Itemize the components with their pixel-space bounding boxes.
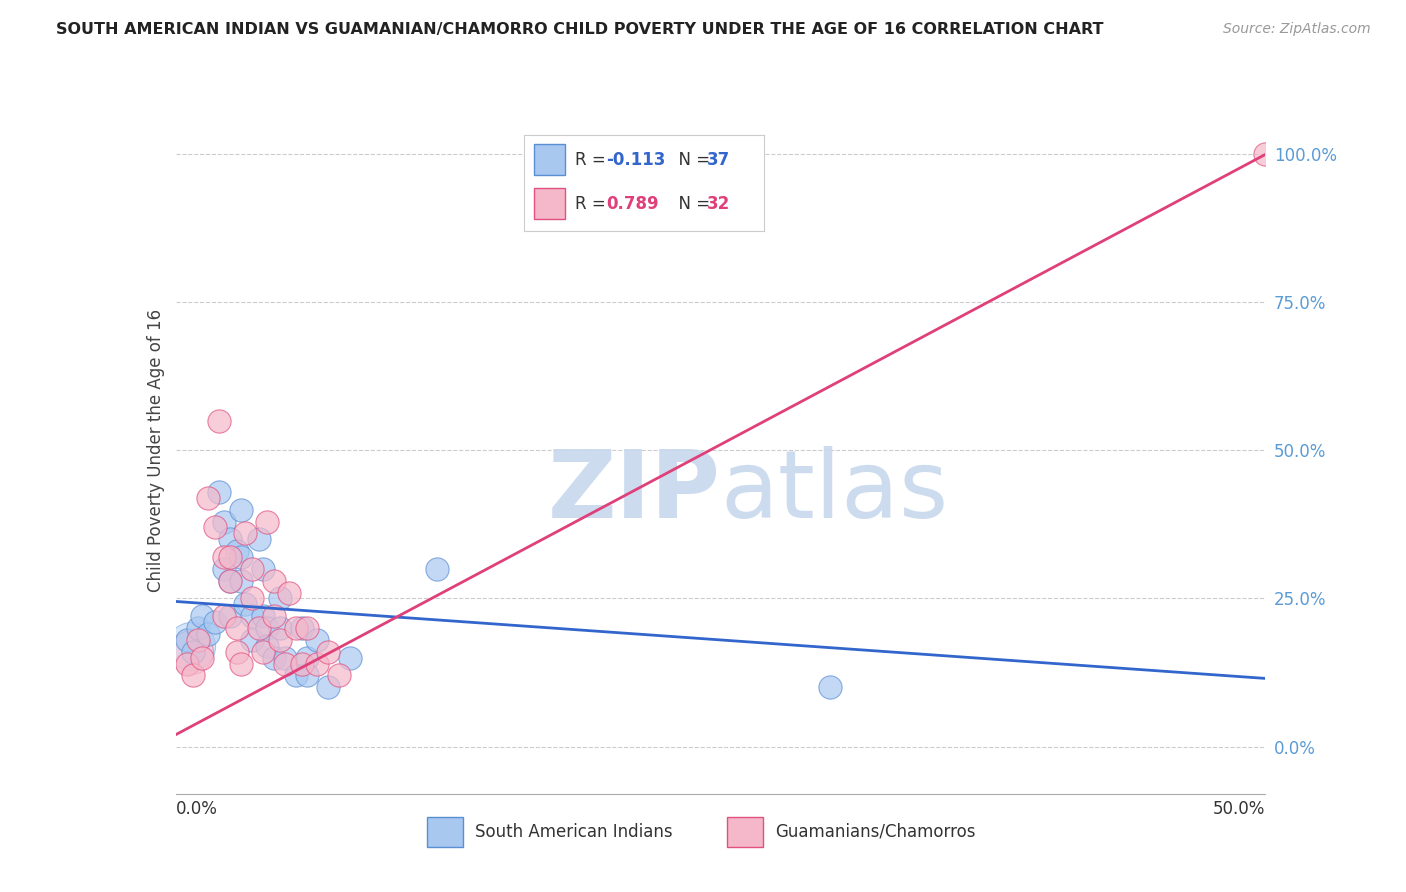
Text: Guamanians/Chamorros: Guamanians/Chamorros xyxy=(775,822,976,841)
Text: 50.0%: 50.0% xyxy=(1213,800,1265,818)
Text: Source: ZipAtlas.com: Source: ZipAtlas.com xyxy=(1223,22,1371,37)
Point xyxy=(212,609,235,624)
Point xyxy=(186,621,209,635)
Point xyxy=(252,562,274,576)
Text: SOUTH AMERICAN INDIAN VS GUAMANIAN/CHAMORRO CHILD POVERTY UNDER THE AGE OF 16 CO: SOUTH AMERICAN INDIAN VS GUAMANIAN/CHAMO… xyxy=(56,22,1104,37)
Point xyxy=(231,502,253,516)
Point xyxy=(176,632,198,647)
Point xyxy=(180,645,202,659)
Point xyxy=(197,627,219,641)
Point xyxy=(219,609,242,624)
Point xyxy=(256,621,278,635)
Point xyxy=(240,632,263,647)
Point xyxy=(426,562,449,576)
Point xyxy=(269,632,291,647)
Y-axis label: Child Poverty Under the Age of 16: Child Poverty Under the Age of 16 xyxy=(146,309,165,592)
Point xyxy=(263,574,285,588)
Text: N =: N = xyxy=(668,151,716,169)
Text: ZIP: ZIP xyxy=(548,446,721,538)
Point xyxy=(318,645,340,659)
Text: 0.0%: 0.0% xyxy=(176,800,218,818)
Point xyxy=(235,598,257,612)
Point xyxy=(225,544,247,558)
Point xyxy=(274,657,297,671)
Point xyxy=(219,549,242,564)
Point xyxy=(278,585,301,599)
Point xyxy=(240,609,263,624)
Point xyxy=(180,639,202,653)
FancyBboxPatch shape xyxy=(534,188,565,219)
Text: South American Indians: South American Indians xyxy=(475,822,673,841)
Point xyxy=(225,645,247,659)
Point xyxy=(231,574,253,588)
FancyBboxPatch shape xyxy=(534,145,565,175)
Text: 37: 37 xyxy=(707,151,730,169)
Point xyxy=(219,533,242,547)
FancyBboxPatch shape xyxy=(727,817,763,847)
Point xyxy=(212,562,235,576)
Point xyxy=(225,621,247,635)
Point xyxy=(284,668,307,682)
Point xyxy=(818,681,841,695)
Point xyxy=(256,515,278,529)
Point xyxy=(247,621,270,635)
Point xyxy=(219,574,242,588)
Point xyxy=(328,668,350,682)
FancyBboxPatch shape xyxy=(427,817,464,847)
Point xyxy=(240,562,263,576)
Point xyxy=(197,491,219,505)
Point xyxy=(181,668,204,682)
Point xyxy=(208,484,231,499)
Point xyxy=(263,609,285,624)
Point xyxy=(212,515,235,529)
Point xyxy=(181,645,204,659)
Point xyxy=(318,681,340,695)
Point xyxy=(284,621,307,635)
Point xyxy=(235,526,257,541)
Point xyxy=(269,621,291,635)
Text: N =: N = xyxy=(668,194,716,213)
Point xyxy=(263,650,285,665)
Point xyxy=(219,574,242,588)
Point xyxy=(247,533,270,547)
Point xyxy=(295,650,318,665)
Point xyxy=(256,639,278,653)
Text: atlas: atlas xyxy=(721,446,949,538)
Point xyxy=(240,591,263,606)
Text: 32: 32 xyxy=(707,194,730,213)
Point xyxy=(252,645,274,659)
Text: -0.113: -0.113 xyxy=(606,151,665,169)
Point xyxy=(212,549,235,564)
Text: 0.789: 0.789 xyxy=(606,194,658,213)
Point xyxy=(295,621,318,635)
Text: R =: R = xyxy=(575,194,610,213)
Point xyxy=(274,650,297,665)
Point xyxy=(252,609,274,624)
Point xyxy=(307,632,329,647)
Point xyxy=(295,668,318,682)
Point xyxy=(208,414,231,428)
Point xyxy=(176,657,198,671)
Point xyxy=(191,650,214,665)
Point xyxy=(186,632,209,647)
Text: R =: R = xyxy=(575,151,610,169)
Point xyxy=(204,615,226,630)
Point xyxy=(291,621,314,635)
Point xyxy=(231,549,253,564)
Point xyxy=(269,591,291,606)
Point xyxy=(231,657,253,671)
Point xyxy=(307,657,329,671)
Point xyxy=(1254,147,1277,161)
Point xyxy=(339,650,361,665)
Point xyxy=(191,609,214,624)
Point xyxy=(291,657,314,671)
Point xyxy=(204,520,226,534)
